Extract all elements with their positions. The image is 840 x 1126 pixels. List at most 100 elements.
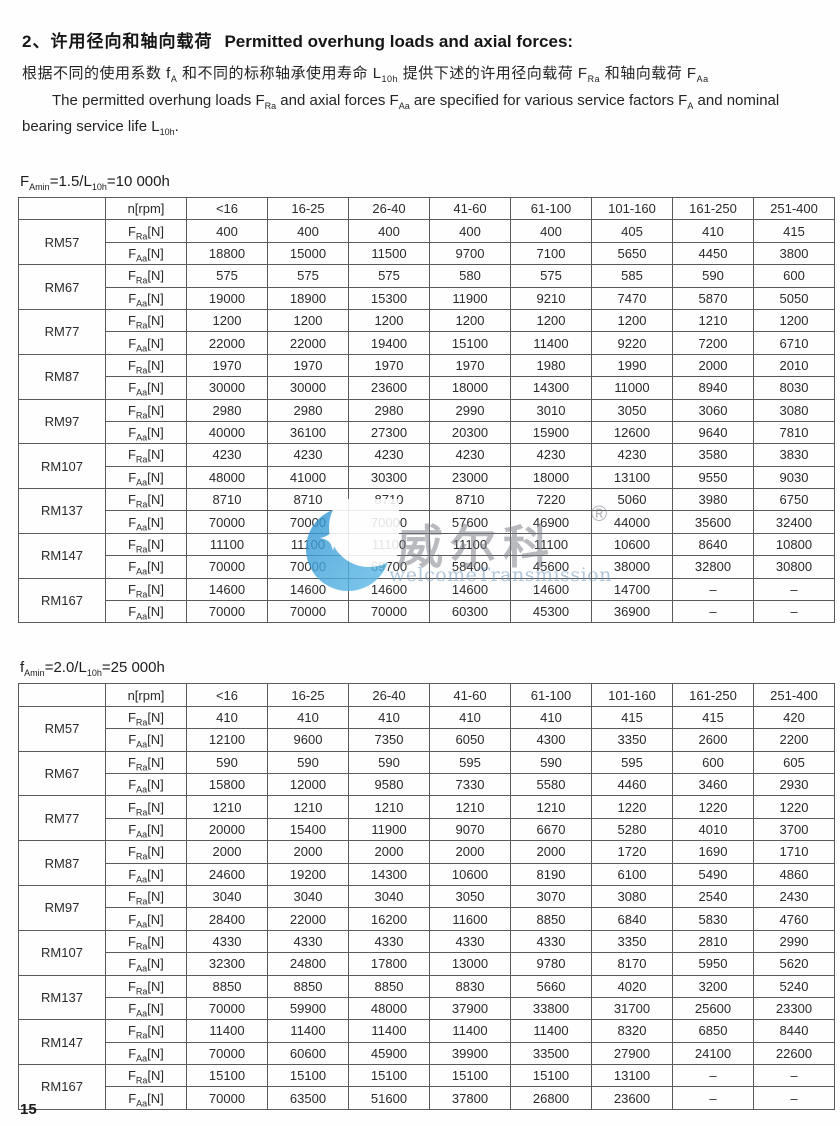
fra-value-cell: 4020	[591, 974, 673, 998]
fra-value-cell: 4330	[348, 929, 430, 954]
faa-label-cell: FAa[N]	[105, 241, 187, 266]
fra-value-cell: 590	[267, 750, 349, 774]
faa-value-cell: 13000	[429, 952, 511, 976]
rpm-header-cell: n[rpm]	[105, 196, 187, 221]
speed-range-cell: 61-100	[510, 683, 592, 707]
model-name-cell: RM97	[18, 398, 106, 445]
table-row: FAa[N] 70000 70000 70000 60300 45300 36900– –	[19, 600, 835, 624]
page-title: 2、许用径向和轴向载荷 Permitted overhung loads and …	[0, 0, 840, 52]
fra-value-cell: –	[672, 1064, 754, 1088]
table1-condition-label: FAmin=1.5/L10h=10 000h	[20, 173, 170, 192]
fra-value-cell: 1210	[186, 795, 268, 819]
faa-value-cell: –	[672, 1086, 754, 1110]
faa-value-cell: –	[753, 1086, 835, 1110]
fra-value-cell: 4230	[429, 443, 511, 467]
fra-value-cell: 590	[510, 750, 592, 774]
fra-value-cell: 1990	[591, 353, 673, 378]
faa-value-cell: 9030	[753, 465, 835, 490]
fra-value-cell: 410	[510, 705, 592, 730]
fra-value-cell: 1690	[672, 840, 754, 864]
model-name-cell: RM167	[18, 577, 106, 624]
faa-label-cell: FAa[N]	[105, 420, 187, 445]
table-row: RM167 FRa[N] 15100 15100 15100 15100 15100 1310…	[18, 1064, 835, 1110]
fra-value-cell: 14600	[348, 577, 430, 602]
faa-value-cell: 11900	[348, 817, 430, 842]
faa-value-cell: 5490	[672, 862, 754, 886]
faa-value-cell: 25600	[672, 996, 754, 1021]
faa-label-cell: FAa[N]	[105, 510, 187, 534]
faa-value-cell: 37900	[429, 996, 511, 1021]
faa-value-cell: 8850	[510, 907, 592, 931]
faa-value-cell: 60600	[267, 1041, 349, 1066]
table-row: FAa[N] 70000 70000 70000 57600 46900 44000 3560…	[19, 510, 835, 534]
fra-value-cell: 1970	[186, 353, 268, 378]
faa-value-cell: 11000	[591, 376, 673, 400]
fra-value-cell: 4330	[267, 929, 349, 954]
fra-value-cell: 1210	[267, 795, 349, 819]
fra-value-cell: –	[753, 577, 835, 602]
fra-value-cell: 15100	[429, 1064, 511, 1088]
faa-value-cell: 5620	[753, 952, 835, 976]
fra-value-cell: –	[753, 1064, 835, 1088]
faa-value-cell: 5280	[591, 817, 673, 842]
faa-value-cell: 70000	[186, 1086, 268, 1110]
faa-value-cell: 4010	[672, 817, 754, 842]
faa-label-cell: FAa[N]	[105, 772, 187, 797]
fra-value-cell: 14600	[429, 577, 511, 602]
faa-value-cell: 41000	[267, 465, 349, 490]
faa-value-cell: 22000	[186, 331, 268, 355]
faa-value-cell: 5830	[672, 907, 754, 931]
faa-value-cell: 48000	[186, 465, 268, 490]
fra-value-cell: 11400	[186, 1019, 268, 1043]
table-row: RM147 FRa[N] 11400 11400 11400 11400 11400 8320…	[18, 1019, 835, 1066]
fra-value-cell: 14600	[267, 577, 349, 602]
fra-value-cell: 3040	[186, 884, 268, 909]
fra-value-cell: 2540	[672, 884, 754, 909]
fra-value-cell: 3060	[672, 398, 754, 422]
load-table-2: n[rpm] <16 16-25 26-40 41-60 61-100 101-160 161…	[18, 683, 835, 1110]
fra-label-cell: FRa[N]	[105, 795, 187, 819]
speed-range-cell: 161-250	[672, 196, 754, 221]
fra-label-cell: FRa[N]	[105, 443, 187, 467]
faa-value-cell: 4300	[510, 728, 592, 752]
faa-value-cell: 22600	[753, 1041, 835, 1066]
fra-value-cell: 2980	[186, 398, 268, 422]
model-name-cell: RM87	[18, 840, 106, 886]
fra-value-cell: 575	[348, 264, 430, 288]
fra-value-cell: 4230	[510, 443, 592, 467]
faa-value-cell: 70000	[348, 510, 430, 534]
faa-value-cell: 35600	[672, 510, 754, 534]
intro-paragraph-en: The permitted overhung loads FRa and axi…	[22, 92, 780, 137]
faa-value-cell: 5870	[672, 286, 754, 310]
fra-label-cell: FRa[N]	[105, 705, 187, 730]
fra-value-cell: 1970	[429, 353, 511, 378]
faa-value-cell: 23600	[348, 376, 430, 400]
fra-value-cell: 1210	[510, 795, 592, 819]
fra-value-cell: 15100	[510, 1064, 592, 1088]
table-row: FAa[N] 24600 19200 14300 10600 8190 6100 5490 48…	[19, 862, 835, 886]
table2-condition-label: fAmin=2.0/L10h=25 000h	[20, 659, 165, 679]
faa-label-cell: FAa[N]	[105, 376, 187, 400]
faa-label-cell: FAa[N]	[105, 555, 187, 579]
fra-value-cell: 2980	[348, 398, 430, 422]
fra-value-cell: 590	[348, 750, 430, 774]
table-row: RM67 FRa[N] 590 590 590 595 590 595 600 605	[18, 750, 835, 797]
fra-value-cell: 3050	[429, 884, 511, 909]
fra-value-cell: 410	[672, 219, 754, 243]
faa-value-cell: 70000	[186, 555, 268, 579]
fra-value-cell: 15100	[186, 1064, 268, 1088]
fra-value-cell: 3040	[267, 884, 349, 909]
fra-label-cell: FRa[N]	[105, 577, 187, 602]
fra-value-cell: 3080	[591, 884, 673, 909]
table-row: FAa[N] 70000 59900 48000 37900 33800 31700 2560…	[19, 996, 835, 1021]
table-row: FAa[N] 12100 9600 7350 6050 4300 3350 2600 2200	[19, 728, 835, 752]
faa-value-cell: 11900	[429, 286, 511, 310]
fra-value-cell: 4330	[429, 929, 511, 954]
fra-value-cell: 11400	[348, 1019, 430, 1043]
table-row: RM97 FRa[N] 2980 2980 2980 2990 3010 3050 3060 30…	[18, 398, 835, 445]
faa-value-cell: 70000	[267, 600, 349, 624]
model-name-cell: RM57	[18, 219, 106, 266]
fra-label-cell: FRa[N]	[105, 353, 187, 378]
table-row: FAa[N] 19000 18900 15300 11900 9210 7470 5870 50…	[19, 286, 835, 310]
fra-value-cell: 1200	[591, 308, 673, 333]
